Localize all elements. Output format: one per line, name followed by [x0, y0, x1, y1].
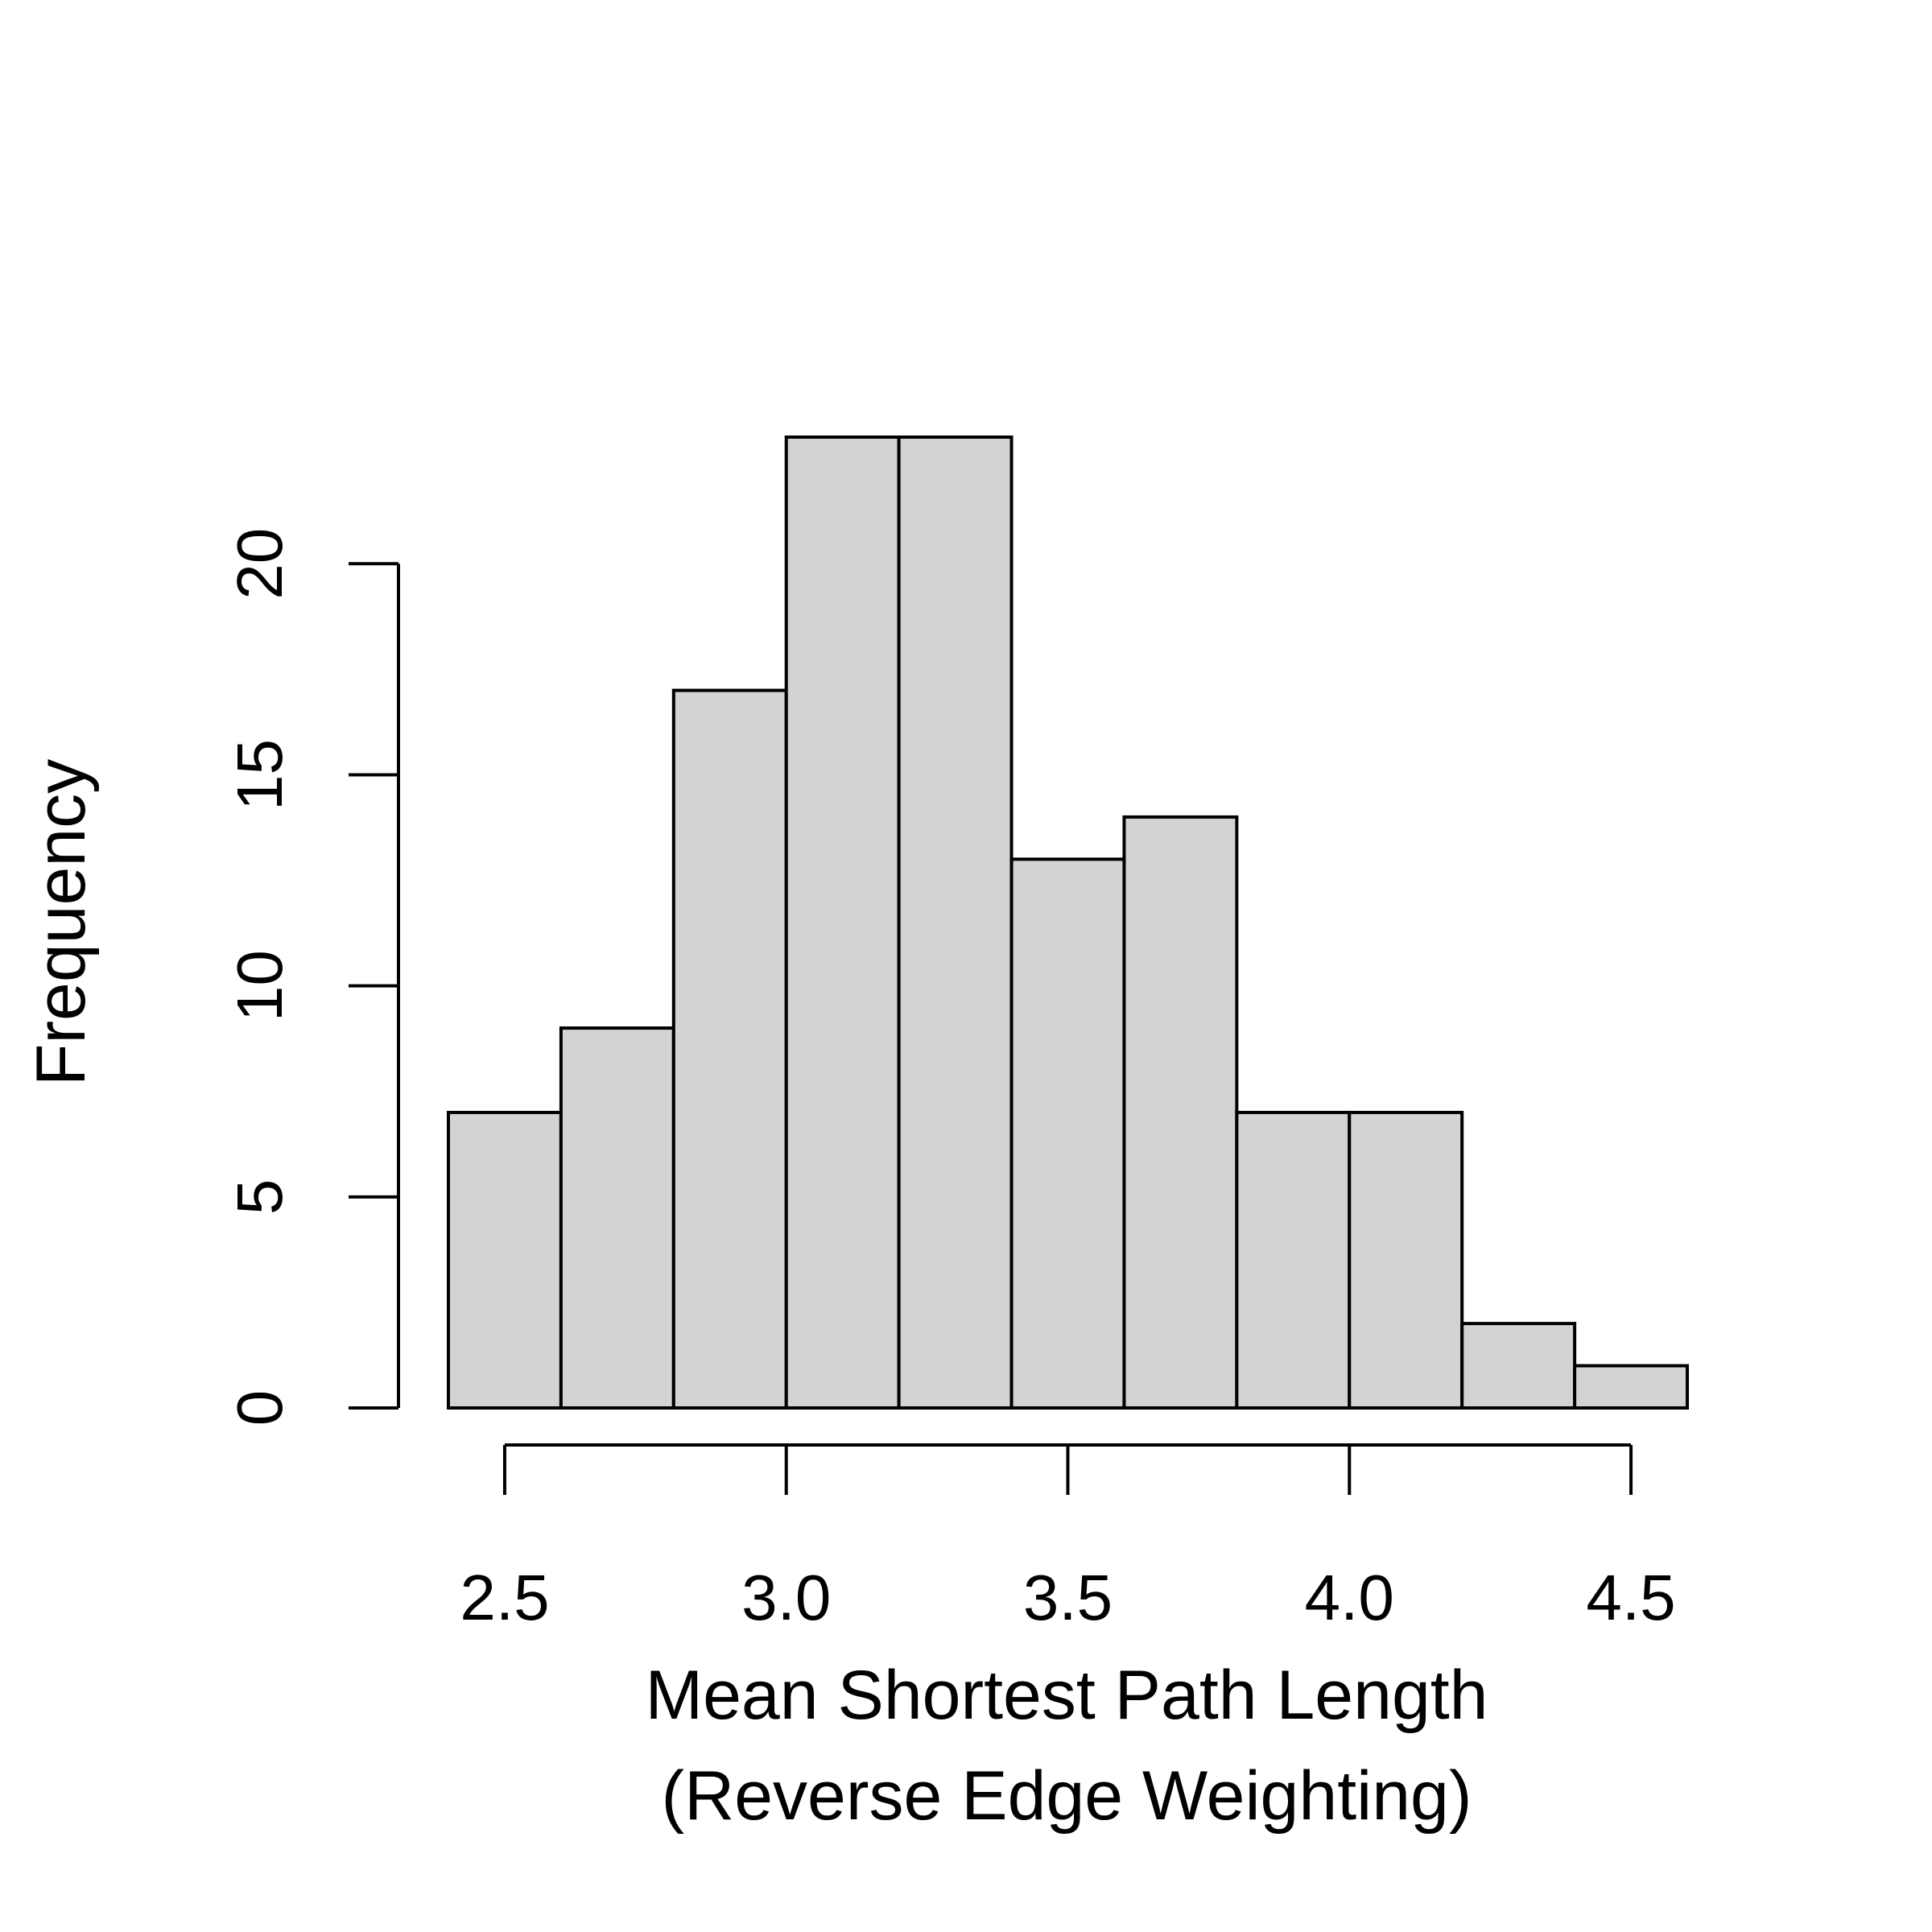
- histogram-bar-3: [671, 688, 788, 1410]
- histogram-bar-1: [447, 1110, 563, 1410]
- histogram-bar-6: [1009, 857, 1126, 1410]
- x-axis-title-line-2: (Reverse Edge Weighting): [661, 1757, 1472, 1835]
- y-axis-title: Frequency: [23, 759, 100, 1086]
- histogram-bar-4: [784, 436, 901, 1410]
- x-tick-label-3.5: 3.5: [1023, 1562, 1113, 1633]
- histogram-bar-5: [897, 436, 1013, 1410]
- histogram-bars: [447, 436, 1690, 1410]
- histogram-bar-2: [559, 1026, 675, 1410]
- x-tick-label-2.5: 2.5: [460, 1562, 549, 1633]
- x-axis: 2.5 3.0 3.5 4.0 4.5: [460, 1443, 1676, 1633]
- x-axis-title-line-1: Mean Shortest Path Length: [645, 1657, 1488, 1734]
- y-tick-label-20: 20: [224, 528, 295, 600]
- x-tick-label-4.0: 4.0: [1305, 1562, 1394, 1633]
- histogram-bar-10: [1460, 1322, 1577, 1410]
- x-tick-label-3.0: 3.0: [741, 1562, 831, 1633]
- y-axis: 0 5 10 15 20: [224, 528, 400, 1426]
- y-tick-label-15: 15: [224, 739, 295, 811]
- y-tick-label-10: 10: [224, 950, 295, 1022]
- histogram-bar-7: [1122, 815, 1239, 1410]
- histogram-bar-11: [1573, 1364, 1690, 1410]
- axis-titles: Mean Shortest Path Length (Reverse Edge …: [23, 759, 1488, 1835]
- histogram-bar-8: [1235, 1110, 1352, 1410]
- histogram-bar-9: [1348, 1110, 1464, 1410]
- y-tick-label-5: 5: [224, 1179, 295, 1216]
- y-tick-label-0: 0: [224, 1390, 295, 1426]
- x-tick-label-4.5: 4.5: [1586, 1562, 1675, 1633]
